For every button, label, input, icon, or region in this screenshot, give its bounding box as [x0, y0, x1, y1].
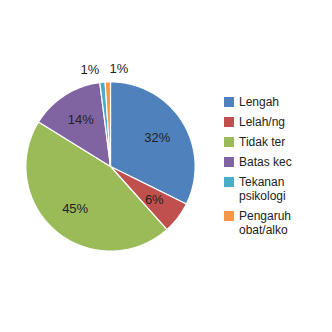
- svg-text:14%: 14%: [68, 112, 94, 127]
- html-text:Pengaruh obat/alko: Pengaruh obat/alko: [239, 209, 291, 237]
- html-text:Batas kec: Batas kec: [239, 155, 292, 169]
- svg-text:32%: 32%: [144, 130, 170, 145]
- html-text:Tidak ter: Tidak ter: [239, 135, 286, 149]
- svg-text:6%: 6%: [145, 192, 164, 207]
- svg-text:1%: 1%: [80, 62, 99, 77]
- html-text:Tekanan psikologi: Tekanan psikologi: [239, 175, 286, 203]
- svg-text:1%: 1%: [109, 61, 128, 76]
- svg-text:45%: 45%: [62, 201, 88, 216]
- html-text:Lelah/ng: Lelah/ng: [239, 115, 285, 129]
- html-text:Lengah: Lengah: [239, 95, 279, 109]
